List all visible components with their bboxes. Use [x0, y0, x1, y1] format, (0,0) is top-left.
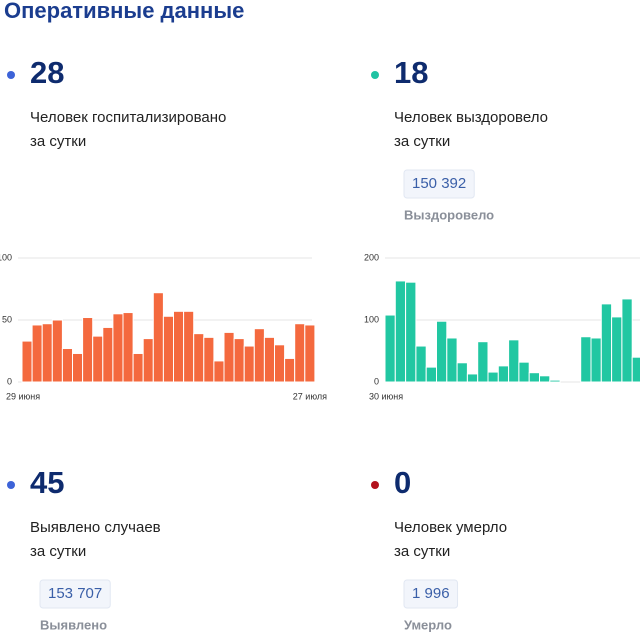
bar	[405, 281, 417, 383]
bar	[122, 312, 134, 383]
total-label: Выявлено	[40, 617, 107, 632]
bar	[436, 320, 448, 383]
bar	[112, 313, 124, 383]
bar	[152, 292, 164, 383]
bar	[539, 375, 551, 383]
card-label: за сутки	[394, 133, 450, 150]
page-title: Оперативные данные	[4, 0, 244, 23]
bar	[549, 379, 561, 383]
bar	[600, 303, 613, 383]
bar	[183, 310, 195, 383]
card-label: Выявлено случаев	[30, 519, 161, 536]
bar	[528, 372, 541, 383]
bar	[132, 352, 144, 383]
status-dot	[7, 71, 15, 79]
total-box: 153 707	[39, 579, 111, 609]
x-tick-label: 30 июня	[369, 391, 403, 401]
card-number: 18	[394, 55, 428, 90]
bar	[142, 338, 154, 383]
x-tick-label: 29 июня	[6, 391, 40, 401]
card-number: 0	[394, 465, 411, 500]
bar	[631, 356, 640, 383]
bar	[611, 316, 623, 383]
status-dot	[371, 71, 379, 79]
bar	[284, 357, 296, 383]
bar	[415, 345, 427, 383]
total-box-bg	[403, 169, 475, 199]
bar	[384, 314, 396, 383]
total-box: 1 996	[403, 579, 459, 609]
bar	[253, 328, 265, 383]
total-label: Умерло	[404, 617, 452, 632]
bar	[213, 360, 225, 383]
bar	[102, 326, 114, 383]
card-label: за сутки	[30, 543, 86, 560]
bar	[31, 324, 43, 383]
total-box-bg	[39, 579, 111, 609]
bar	[590, 337, 602, 383]
bar	[51, 319, 63, 383]
bar	[61, 348, 74, 383]
card-label: Человек госпитализировано	[30, 109, 226, 126]
bar	[72, 352, 84, 383]
bar	[274, 344, 286, 383]
status-dot	[371, 481, 379, 489]
card-number: 28	[30, 55, 64, 90]
total-label: Выздоровело	[404, 207, 494, 222]
bar	[162, 315, 174, 383]
bar	[621, 298, 633, 383]
total-value: 1 996	[412, 585, 450, 602]
card-label: за сутки	[394, 543, 450, 560]
bar	[193, 333, 205, 383]
bar	[425, 366, 438, 383]
bar	[173, 310, 185, 383]
bar	[446, 337, 458, 383]
bar	[477, 341, 489, 383]
status-dot	[7, 481, 15, 489]
bar	[223, 331, 235, 383]
bar	[456, 362, 468, 383]
bar	[487, 371, 499, 383]
card-number: 45	[30, 465, 64, 500]
bar	[243, 345, 255, 383]
y-tick-label: 50	[2, 314, 12, 324]
card-label: Человек умерло	[394, 519, 507, 536]
bar	[466, 373, 479, 383]
total-value: 150 392	[412, 175, 466, 192]
y-tick-label: 0	[7, 376, 12, 386]
bar	[518, 361, 530, 383]
bar	[263, 336, 275, 383]
x-tick-label: 27 июля	[293, 391, 327, 401]
card-label: Человек выздоровело	[394, 109, 548, 126]
bar	[41, 323, 53, 383]
total-box-bg	[403, 579, 459, 609]
bar	[92, 335, 104, 383]
bar	[508, 339, 520, 383]
total-box: 150 392	[403, 169, 475, 199]
bar	[82, 317, 94, 383]
bar	[497, 365, 510, 383]
bar	[203, 336, 215, 383]
bar	[304, 324, 316, 383]
y-tick-label: 100	[364, 314, 379, 324]
bar	[21, 340, 33, 383]
bar	[394, 280, 407, 383]
y-tick-label: 100	[0, 252, 12, 262]
bar	[294, 323, 306, 383]
card-label: за сутки	[30, 133, 86, 150]
bar	[233, 338, 245, 383]
bar	[580, 336, 592, 383]
total-value: 153 707	[48, 585, 102, 602]
y-tick-label: 0	[374, 376, 379, 386]
y-tick-label: 200	[364, 252, 379, 262]
